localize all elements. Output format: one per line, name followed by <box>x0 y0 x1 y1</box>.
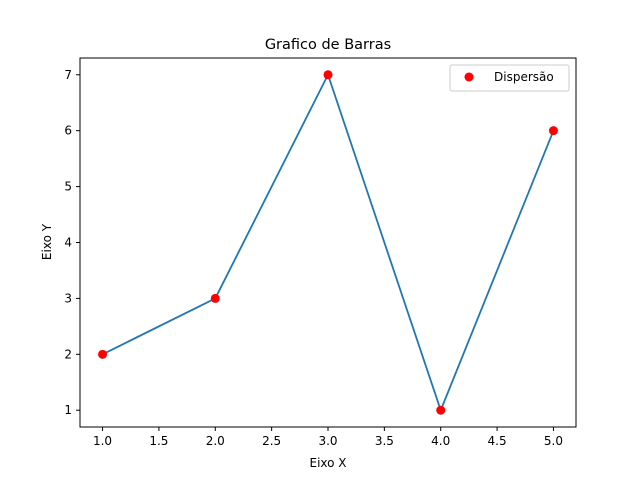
y-tick-label: 5 <box>64 180 72 194</box>
y-axis-title: Eixo Y <box>40 223 54 260</box>
legend-label-dispersao: Dispersão <box>494 70 554 84</box>
scatter-point <box>436 405 446 415</box>
legend-marker-dispersao <box>464 72 474 82</box>
y-tick-label: 6 <box>64 124 72 138</box>
chart-title: Grafico de Barras <box>265 37 391 53</box>
scatter-point <box>548 126 558 136</box>
scatter-point <box>323 70 333 80</box>
y-tick-label: 7 <box>64 68 72 82</box>
y-tick-label: 1 <box>64 403 72 417</box>
x-tick-label: 1.0 <box>93 434 112 448</box>
plot-area <box>98 70 558 415</box>
axis-ticks: 1.0 1.5 2.0 2.5 3.0 3.5 4.0 4.5 5.0 1 2 3 4 5 6 7 <box>64 68 563 448</box>
legend: Dispersão <box>449 64 570 92</box>
x-tick-label: 2.5 <box>262 434 281 448</box>
y-tick-label: 3 <box>64 291 72 305</box>
legend-box <box>449 64 570 92</box>
x-tick-label: 5.0 <box>544 434 563 448</box>
x-tick-label: 3.0 <box>318 434 337 448</box>
x-tick-label: 2.0 <box>206 434 225 448</box>
x-tick-label: 1.5 <box>149 434 168 448</box>
scatter-point <box>210 293 220 303</box>
x-tick-label: 3.5 <box>375 434 394 448</box>
y-tick-label: 2 <box>64 347 72 361</box>
scatter-point <box>98 349 108 359</box>
x-tick-label: 4.5 <box>488 434 507 448</box>
y-tick-label: 4 <box>64 236 72 250</box>
x-axis-title: Eixo X <box>309 456 346 470</box>
x-tick-label: 4.0 <box>431 434 450 448</box>
